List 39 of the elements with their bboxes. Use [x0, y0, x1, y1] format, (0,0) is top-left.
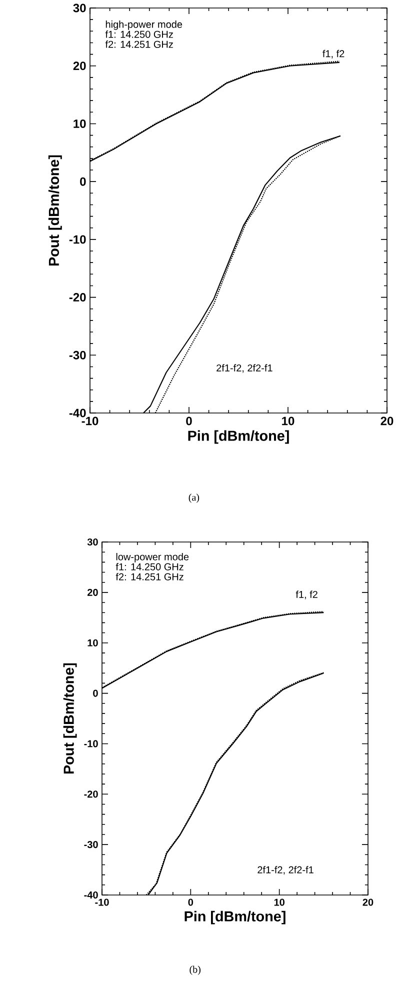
x-tick-label: 10	[282, 416, 294, 426]
y-tick-label: 0	[93, 690, 98, 697]
y-tick-label: -10	[69, 235, 86, 244]
y-tick-label: 30	[87, 538, 98, 546]
y-tick-label: -10	[84, 740, 98, 748]
y-tick-label: 20	[87, 588, 98, 596]
annotation: f2: 14.251 GHz	[105, 40, 173, 48]
annotation: f1: 14.250 GHz	[116, 562, 184, 570]
y-tick-label: -20	[69, 293, 86, 302]
x-tick-label: 20	[380, 416, 394, 426]
y-tick-label: 10	[74, 119, 86, 128]
text: (a)	[188, 494, 200, 503]
y-tick-label: -30	[84, 841, 98, 848]
annotation: 2f1-f2, 2f2-f1	[258, 866, 314, 875]
annotation: f1, f2	[296, 590, 318, 600]
y-tick-label: 10	[88, 639, 98, 646]
y-tick-label: 30	[73, 4, 86, 12]
y-tick-label: -40	[69, 408, 86, 418]
x-tick-label: 0	[188, 898, 194, 906]
y-tick-label: -20	[84, 790, 98, 798]
y-tick-label: -30	[69, 350, 86, 360]
annotation: f2: 14.251 GHz	[116, 572, 184, 580]
x-tick-label: -10	[95, 898, 109, 906]
annotation: f1, f2	[322, 50, 344, 58]
text: (b)	[190, 966, 200, 975]
y-tick-label: -40	[84, 891, 98, 899]
y-axis-title: Pout [dBm/tone]	[63, 663, 77, 774]
x-axis-title: Pin [dBm/tone]	[184, 910, 286, 924]
annotation: high-power mode	[106, 20, 182, 30]
y-tick-label: 20	[73, 62, 86, 70]
x-tick-label: 20	[362, 898, 374, 906]
x-axis-title: Pin [dBm/tone]	[188, 430, 289, 444]
annotation: f1: 14.250 GHz	[105, 30, 173, 38]
x-tick-label: 10	[274, 898, 284, 906]
y-axis-title: Pout [dBm/tone]	[48, 155, 62, 266]
x-tick-label: 0	[186, 416, 192, 426]
y-tick-label: 0	[80, 177, 86, 186]
annotation: 2f1-f2, 2f2-f1	[216, 364, 272, 373]
annotation: low-power mode	[116, 552, 189, 562]
